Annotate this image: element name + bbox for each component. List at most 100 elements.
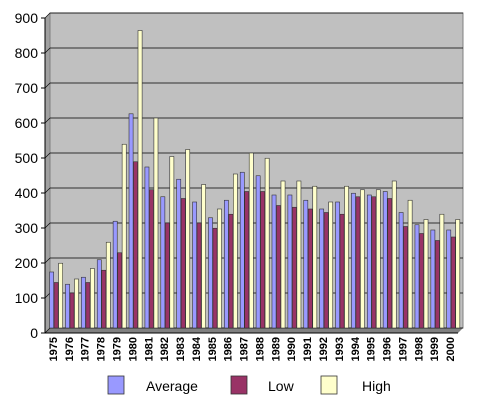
bar-low-1995	[371, 196, 377, 329]
x-tick-label: 1996	[382, 337, 394, 361]
bar-low-1996	[387, 198, 393, 329]
x-tick-label: 1998	[413, 337, 425, 361]
legend: Average Low High	[107, 375, 391, 395]
bar-average-1998	[414, 224, 420, 329]
x-tick-label: 1979	[111, 337, 123, 361]
bar-low-1999	[435, 240, 440, 329]
bar-high-1978	[105, 241, 111, 329]
x-tick-label: 1977	[80, 337, 92, 361]
x-tick-label: 1982	[159, 337, 171, 361]
bar-average-2000	[446, 229, 452, 329]
y-tick-label: 300	[15, 220, 39, 236]
bar-low-1980	[133, 161, 138, 329]
bar-average-1975	[49, 271, 54, 329]
bar-high-1990	[296, 180, 302, 329]
bar-average-1988	[255, 175, 261, 329]
x-tick-label: 2000	[445, 337, 457, 361]
bar-high-1976	[74, 278, 79, 329]
x-axis: 1975 1976 1977 1978 1979 1980 1981 1982 1983 1984…	[45, 332, 458, 361]
gridline-wall	[44, 82, 51, 89]
bars	[49, 30, 461, 329]
bar-high-1988	[264, 157, 270, 329]
x-tick-label: 1985	[207, 337, 219, 361]
bar-average-1983	[176, 178, 182, 329]
legend-label-low: Low	[268, 378, 295, 394]
bar-low-1985	[212, 227, 218, 329]
y-axis: 0 100 200 300 400 500 600 700 800 900	[15, 10, 46, 341]
bar-high-1995	[375, 189, 381, 329]
bar-average-1999	[430, 229, 436, 329]
bar-low-1989	[276, 205, 281, 329]
bar-low-1983	[180, 198, 186, 329]
bar-high-1992	[328, 201, 334, 329]
bar-high-1993	[344, 185, 349, 329]
bar-high-1983	[185, 149, 191, 329]
bar-average-1981	[144, 166, 150, 329]
legend-label-high: High	[362, 378, 391, 394]
bar-low-1984	[196, 222, 202, 329]
bar-low-1990	[292, 206, 297, 329]
bar-high-1987	[248, 152, 254, 329]
bar-low-1978	[101, 269, 107, 329]
bar-high-1996	[391, 180, 397, 329]
bar-low-1993	[339, 213, 345, 329]
legend-swatch-low	[230, 375, 248, 395]
bar-low-1988	[260, 191, 265, 329]
bar-high-1977	[90, 268, 95, 329]
gridline-wall	[44, 152, 51, 159]
bar-low-1976	[69, 292, 75, 329]
bar-average-1991	[303, 199, 309, 329]
bar-average-1996	[382, 191, 388, 329]
bar-low-1998	[419, 233, 424, 329]
bar-average-1982	[160, 196, 166, 329]
bar-low-1992	[323, 212, 329, 329]
gridline-wall	[44, 187, 51, 194]
bar-high-1999	[439, 213, 445, 329]
bar-high-1985	[217, 208, 222, 329]
chart-floor	[45, 328, 463, 333]
x-tick-label: 1989	[270, 337, 282, 361]
bar-low-1982	[164, 222, 170, 329]
x-tick-label: 1993	[334, 337, 346, 361]
x-tick-label: 1999	[429, 337, 441, 361]
bar-low-1991	[307, 208, 313, 329]
bar-average-1978	[96, 259, 102, 329]
gridline-wall	[44, 327, 51, 334]
bar-high-1982	[169, 156, 175, 329]
bar-low-1979	[117, 252, 123, 329]
bar-high-1984	[201, 184, 206, 329]
legend-swatch-average	[107, 375, 125, 395]
bar-low-1977	[85, 282, 91, 329]
x-tick-label: 1997	[397, 337, 409, 361]
bar-average-1995	[366, 194, 372, 329]
y-tick-label: 0	[30, 325, 38, 341]
x-tick-label: 1986	[223, 337, 235, 361]
y-tick-label: 900	[15, 10, 39, 26]
y-tick-label: 400	[15, 185, 39, 201]
bar-average-1980	[128, 113, 134, 329]
x-tick-label: 1988	[254, 337, 266, 361]
gridline-wall	[44, 257, 51, 264]
bar-average-1977	[81, 276, 86, 329]
x-tick-label: 1978	[96, 337, 108, 361]
x-tick-label: 1983	[175, 337, 187, 361]
bar-high-2000	[455, 219, 461, 329]
gridline-wall	[44, 117, 51, 124]
bar-low-1997	[403, 226, 408, 329]
y-tick-label: 200	[15, 255, 39, 271]
legend-label-average: Average	[146, 378, 198, 394]
bar-average-1979	[112, 220, 118, 329]
x-tick-label: 1975	[48, 337, 60, 361]
bar-average-1994	[351, 192, 356, 329]
y-tick-label: 600	[15, 115, 39, 131]
bar-low-1981	[149, 189, 154, 329]
x-tick-label: 1990	[286, 337, 298, 361]
bar-low-1994	[355, 196, 361, 329]
y-tick-label: 700	[15, 80, 39, 96]
y-tick-label: 800	[15, 45, 39, 61]
gridline-wall	[44, 47, 51, 54]
bar-high-1991	[312, 185, 318, 329]
x-tick-label: 1994	[350, 336, 362, 361]
bar-low-1986	[228, 213, 234, 329]
bar-average-1987	[239, 171, 245, 329]
